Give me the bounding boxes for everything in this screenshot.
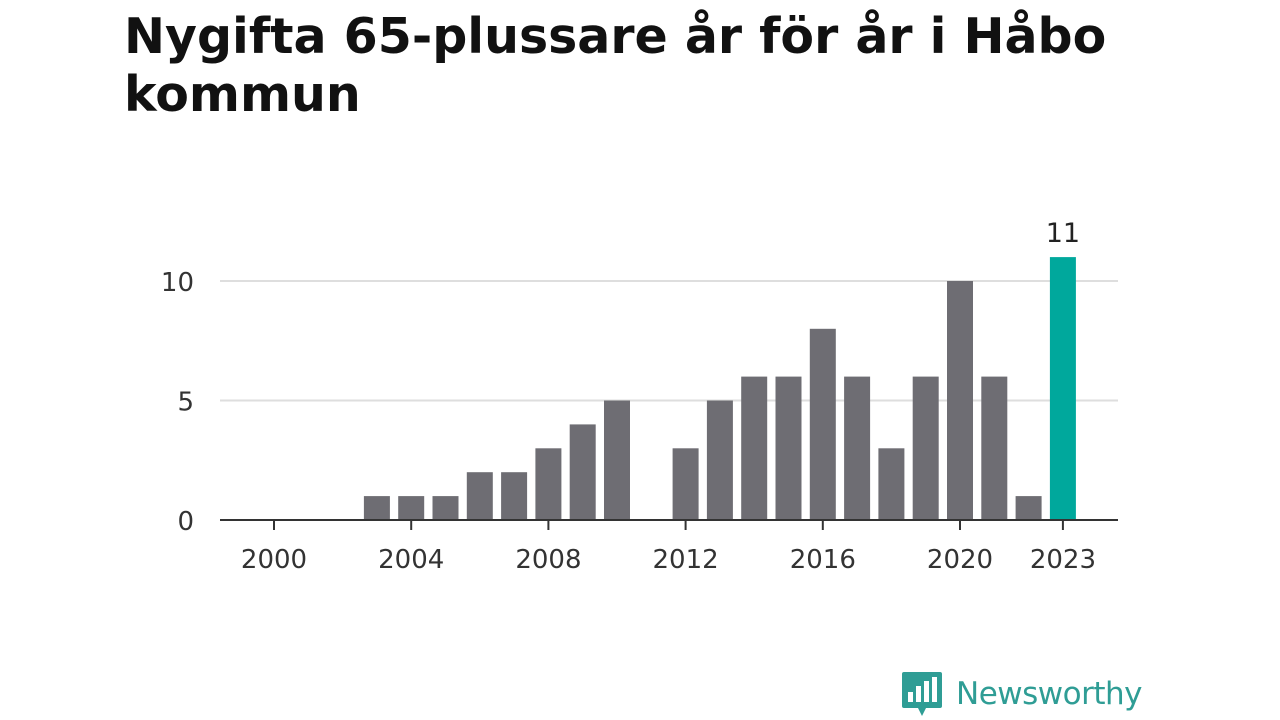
x-tick-label-2016: 2016 bbox=[790, 545, 856, 575]
bar-2016 bbox=[809, 328, 836, 520]
x-tick-label-2004: 2004 bbox=[378, 545, 444, 575]
bar-2005 bbox=[432, 496, 459, 520]
x-tick-label-2008: 2008 bbox=[515, 545, 581, 575]
bar-2008 bbox=[535, 448, 562, 520]
bar-2013 bbox=[706, 400, 733, 520]
bar-2021 bbox=[981, 376, 1008, 520]
newsworthy-logo-icon bbox=[902, 672, 942, 716]
chart-title: Nygifta 65-plussare år för år i Håbo kom… bbox=[124, 8, 1107, 123]
bar-2015 bbox=[775, 376, 802, 520]
bar-2004 bbox=[398, 496, 425, 520]
bar-2022 bbox=[1015, 496, 1042, 520]
y-tick-label-10: 10 bbox=[161, 268, 194, 298]
bar-2014 bbox=[741, 376, 768, 520]
bar-2003 bbox=[363, 496, 390, 520]
bar-2019 bbox=[912, 376, 939, 520]
x-tick-label-2023: 2023 bbox=[1030, 545, 1096, 575]
bar-2006 bbox=[466, 472, 493, 520]
x-tick-label-2012: 2012 bbox=[653, 545, 719, 575]
y-tick-label-0: 0 bbox=[177, 507, 194, 537]
brand-name: Newsworthy bbox=[956, 676, 1142, 712]
y-tick-label-5: 5 bbox=[177, 388, 194, 418]
bar-2017 bbox=[844, 376, 871, 520]
bar-2009 bbox=[569, 424, 596, 520]
x-tick-label-2020: 2020 bbox=[927, 545, 993, 575]
bar-2023 bbox=[1049, 257, 1076, 520]
bar-chart: 0 5 10 11 2000 2004 2008 2012 2016 2020 2023 bbox=[161, 218, 1118, 575]
bar-2010 bbox=[604, 400, 630, 520]
data-label-2023: 11 bbox=[1046, 218, 1080, 249]
brand-logo: Newsworthy bbox=[900, 670, 1142, 718]
bar-2018 bbox=[878, 448, 905, 520]
bar-2007 bbox=[501, 472, 528, 520]
x-tick-label-2000: 2000 bbox=[241, 545, 307, 575]
bar-2012 bbox=[672, 448, 699, 520]
bar-2020 bbox=[947, 281, 973, 520]
